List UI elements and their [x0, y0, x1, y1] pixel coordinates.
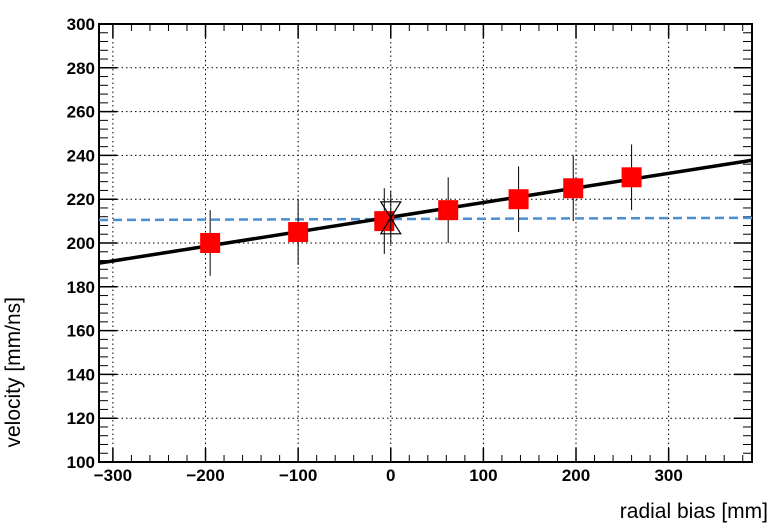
y-tick-label: 260	[67, 103, 95, 122]
data-points	[200, 144, 642, 276]
grid	[99, 23, 752, 463]
data-point	[438, 200, 459, 221]
x-axis-title: radial bias [mm]	[620, 500, 768, 523]
fit-line	[98, 158, 753, 265]
y-tick-label: 180	[67, 278, 95, 297]
x-tick-label: 300	[654, 466, 682, 485]
y-tick-label: 280	[67, 59, 95, 78]
y-tick-label: 100	[67, 453, 95, 472]
x-tick-label: 100	[469, 466, 497, 485]
y-tick-label: 120	[67, 409, 95, 428]
data-point	[508, 189, 529, 210]
data-point	[200, 233, 221, 253]
reference-line	[98, 216, 753, 222]
y-tick-labels: 100 120 140 160 180 200 220 240 260 280 300	[67, 15, 95, 472]
lines	[98, 158, 753, 265]
y-tick-label: 160	[67, 322, 95, 341]
x-tick-label: −200	[186, 466, 224, 485]
special-point	[379, 201, 402, 235]
x-tick-label: 0	[386, 466, 395, 485]
y-tick-label: 300	[67, 15, 95, 34]
plot-frame	[98, 23, 753, 463]
y-tick-label: 240	[67, 146, 95, 165]
data-point	[621, 167, 642, 188]
x-tick-label: −300	[94, 466, 132, 485]
y-tick-label: 140	[67, 365, 95, 384]
data-point	[563, 178, 584, 199]
x-tick-labels: −300 −200 −100 0 100 200 300	[94, 466, 683, 485]
data-point	[288, 222, 309, 243]
y-axis-title: velocity [mm/ns]	[2, 297, 25, 448]
x-tick-label: −100	[279, 466, 317, 485]
y-tick-label: 220	[67, 190, 95, 209]
axis-ticks	[99, 23, 752, 463]
x-tick-label: 200	[562, 466, 590, 485]
y-tick-label: 200	[67, 234, 95, 253]
